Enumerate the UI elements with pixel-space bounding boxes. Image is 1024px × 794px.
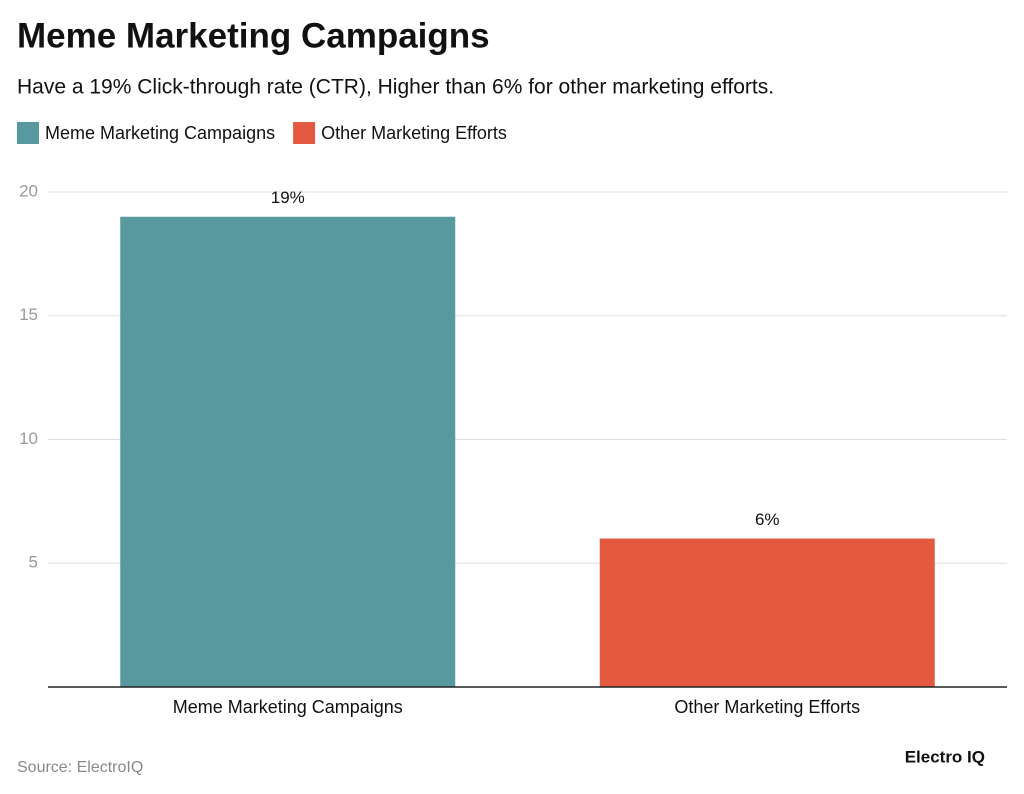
value-label: 19% <box>271 188 305 207</box>
brand: Electro IQ <box>905 747 985 766</box>
x-tick-label: Meme Marketing Campaigns <box>173 697 403 717</box>
chart-subtitle: Have a 19% Click-through rate (CTR), Hig… <box>17 76 774 99</box>
legend-label: Other Marketing Efforts <box>321 123 507 143</box>
source: Source: ElectroIQ <box>17 759 143 776</box>
chart-title: Meme Marketing Campaigns <box>17 16 490 55</box>
y-tick-label: 15 <box>19 305 38 324</box>
legend-label: Meme Marketing Campaigns <box>45 123 275 143</box>
bar <box>120 216 456 687</box>
y-tick-label: 5 <box>29 553 38 572</box>
legend-swatch <box>17 122 39 144</box>
y-tick-label: 10 <box>19 429 38 448</box>
y-tick-label: 20 <box>19 181 38 200</box>
x-tick-label: Other Marketing Efforts <box>674 697 860 717</box>
legend-swatch <box>293 122 316 144</box>
bar <box>599 538 935 687</box>
value-label: 6% <box>755 510 780 529</box>
